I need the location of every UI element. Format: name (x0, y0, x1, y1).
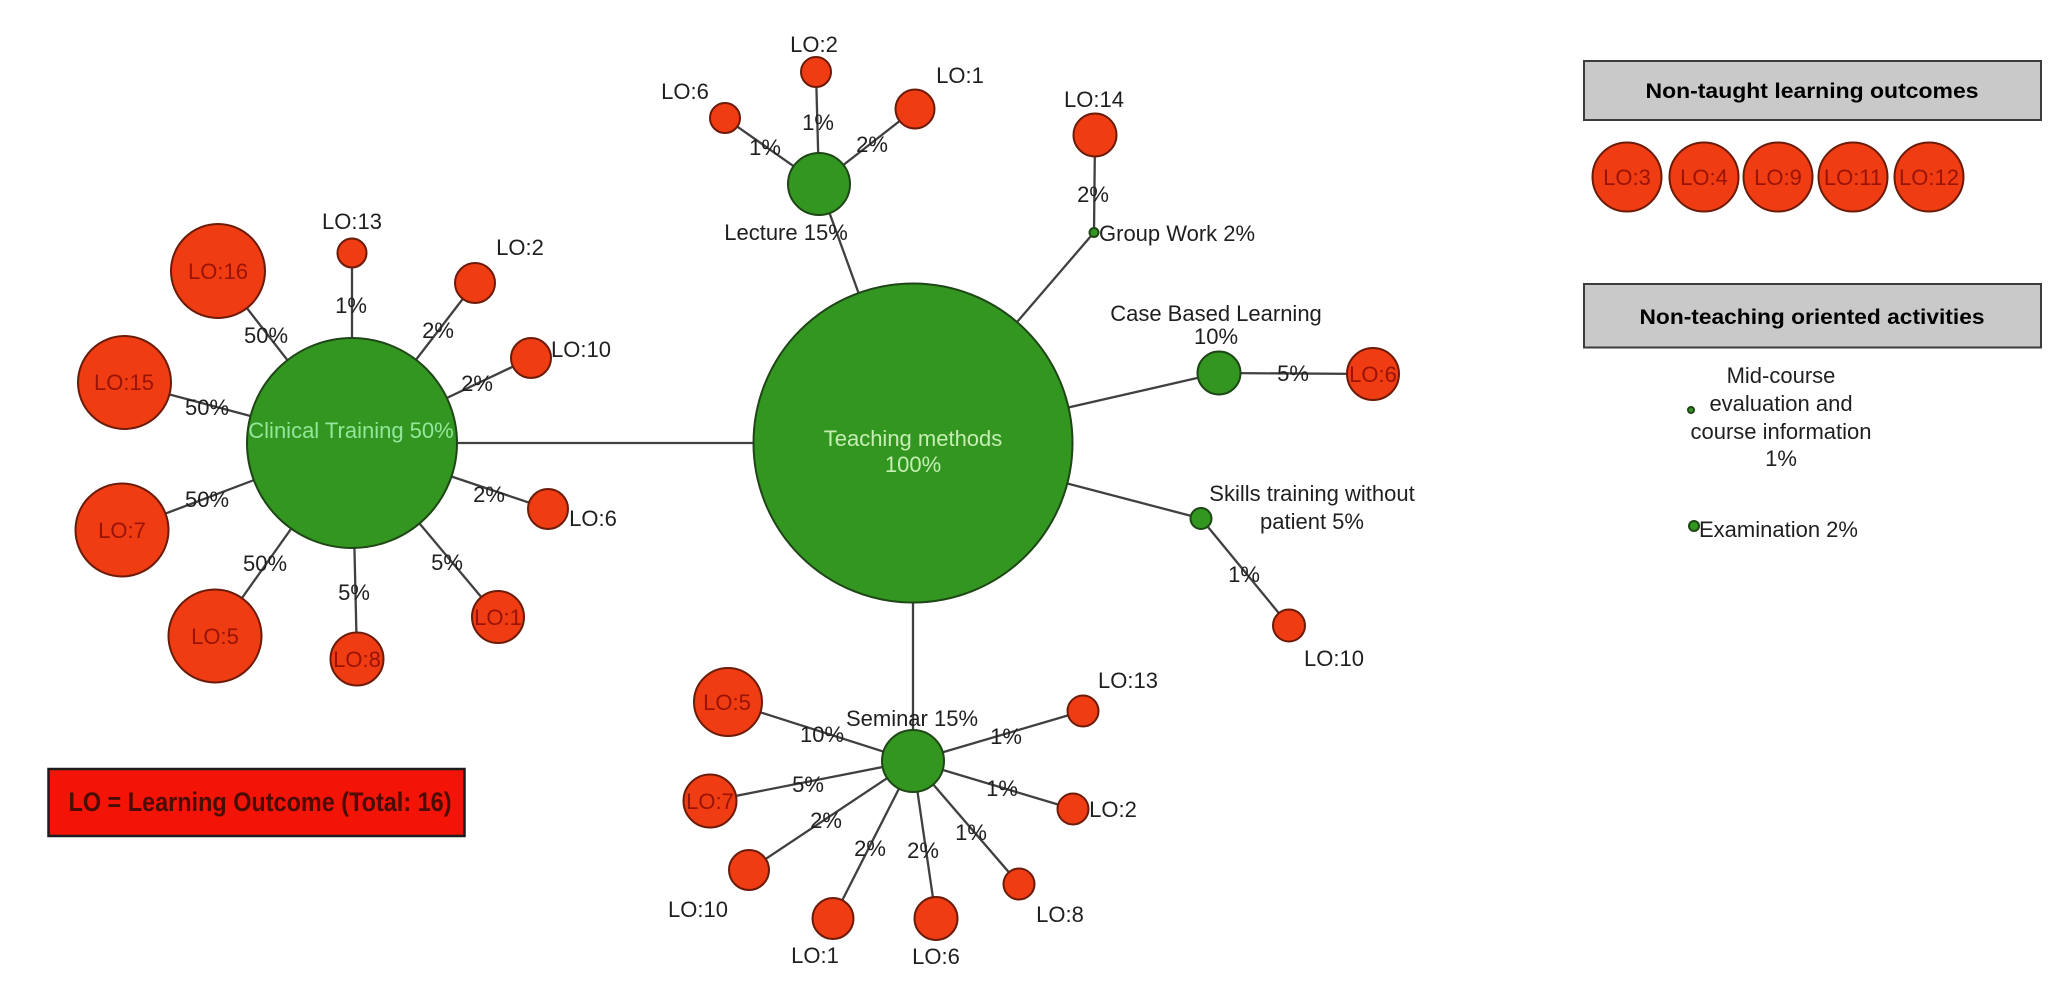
svg-text:LO:6: LO:6 (1349, 362, 1397, 387)
svg-text:LO:16: LO:16 (188, 259, 248, 284)
svg-text:LO:2: LO:2 (496, 235, 544, 260)
svg-text:5%: 5% (431, 550, 463, 575)
svg-text:Lecture 15%: Lecture 15% (724, 220, 848, 245)
svg-text:Non-teaching oriented activiti: Non-teaching oriented activities (1640, 305, 1985, 329)
svg-text:1%: 1% (990, 724, 1022, 749)
svg-text:1%: 1% (1765, 446, 1797, 471)
svg-text:2%: 2% (907, 838, 939, 863)
svg-text:LO:10: LO:10 (551, 337, 611, 362)
svg-text:LO = Learning Outcome (Total:: LO = Learning Outcome (Total: 16) (69, 787, 452, 817)
svg-text:1%: 1% (986, 776, 1018, 801)
svg-text:Seminar 15%: Seminar 15% (846, 706, 978, 731)
svg-text:LO:11: LO:11 (1824, 165, 1882, 190)
svg-text:LO:10: LO:10 (668, 897, 728, 922)
svg-text:2%: 2% (473, 482, 505, 507)
svg-text:LO:8: LO:8 (333, 647, 381, 672)
svg-text:LO:9: LO:9 (1754, 165, 1802, 190)
svg-text:Group Work 2%: Group Work 2% (1099, 221, 1255, 246)
svg-text:LO:5: LO:5 (703, 690, 751, 715)
svg-text:1%: 1% (749, 135, 781, 160)
svg-text:LO:3: LO:3 (1603, 165, 1651, 190)
svg-text:2%: 2% (854, 836, 886, 861)
svg-text:100%: 100% (885, 452, 941, 477)
svg-text:LO:8: LO:8 (1036, 902, 1084, 927)
svg-text:50%: 50% (185, 487, 229, 512)
svg-text:LO:13: LO:13 (322, 209, 382, 234)
svg-text:LO:7: LO:7 (98, 518, 146, 543)
svg-text:5%: 5% (1277, 361, 1309, 386)
svg-text:patient 5%: patient 5% (1260, 509, 1364, 534)
svg-text:Mid-course: Mid-course (1727, 363, 1836, 388)
svg-text:Skills training without: Skills training without (1209, 481, 1414, 506)
svg-text:LO:6: LO:6 (569, 506, 617, 531)
svg-text:1%: 1% (802, 110, 834, 135)
svg-text:Examination 2%: Examination 2% (1699, 517, 1858, 542)
svg-text:LO:14: LO:14 (1064, 87, 1124, 112)
svg-text:LO:12: LO:12 (1899, 165, 1959, 190)
svg-text:course information: course information (1691, 419, 1872, 444)
svg-text:Teaching methods: Teaching methods (824, 426, 1003, 451)
svg-text:LO:2: LO:2 (1089, 797, 1137, 822)
svg-text:10%: 10% (1194, 324, 1238, 349)
svg-text:LO:5: LO:5 (191, 624, 239, 649)
svg-text:1%: 1% (1228, 562, 1260, 587)
svg-text:LO:6: LO:6 (912, 944, 960, 969)
svg-text:LO:4: LO:4 (1680, 165, 1728, 190)
svg-text:LO:1: LO:1 (936, 63, 984, 88)
svg-text:1%: 1% (335, 293, 367, 318)
svg-text:2%: 2% (461, 371, 493, 396)
svg-text:Case Based Learning: Case Based Learning (1110, 301, 1322, 326)
svg-text:50%: 50% (244, 323, 288, 348)
svg-text:LO:2: LO:2 (790, 32, 838, 57)
svg-text:2%: 2% (422, 318, 454, 343)
svg-text:LO:10: LO:10 (1304, 646, 1364, 671)
svg-text:LO:1: LO:1 (474, 605, 522, 630)
svg-text:LO:1: LO:1 (791, 943, 839, 968)
svg-text:2%: 2% (1077, 182, 1109, 207)
svg-text:evaluation and: evaluation and (1709, 391, 1852, 416)
svg-text:LO:6: LO:6 (661, 79, 709, 104)
svg-text:2%: 2% (810, 808, 842, 833)
svg-text:LO:15: LO:15 (94, 370, 154, 395)
svg-text:Non-taught learning outcomes: Non-taught learning outcomes (1646, 79, 1979, 103)
svg-text:LO:7: LO:7 (686, 789, 734, 814)
svg-text:LO:13: LO:13 (1098, 668, 1158, 693)
svg-text:10%: 10% (800, 722, 844, 747)
svg-text:5%: 5% (338, 580, 370, 605)
svg-text:5%: 5% (792, 772, 824, 797)
svg-text:50%: 50% (243, 551, 287, 576)
svg-text:1%: 1% (955, 820, 987, 845)
svg-text:Clinical Training 50%: Clinical Training 50% (248, 418, 453, 443)
svg-text:2%: 2% (856, 132, 888, 157)
svg-text:50%: 50% (185, 395, 229, 420)
